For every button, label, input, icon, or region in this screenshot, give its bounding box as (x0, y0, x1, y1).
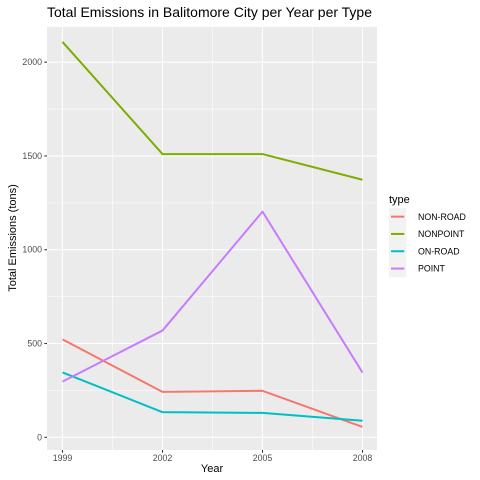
major-gridlines (47, 27, 377, 450)
x-axis-title: Year (201, 463, 224, 475)
legend: type NON-ROAD NONPOINT ON-ROAD POINT (389, 194, 466, 278)
series-line-point (62, 210, 364, 383)
x-axis: 1999 2002 2005 2008 (53, 450, 373, 463)
plot-panel (47, 27, 377, 450)
x-tick-label: 2008 (353, 453, 373, 463)
legend-label-point: POINT (418, 264, 446, 274)
chart-title: Total Emissions in Balitomore City per Y… (47, 4, 372, 20)
y-axis: 0 500 1000 1500 2000 (22, 57, 47, 442)
minor-gridlines (47, 27, 377, 450)
x-tick-label: 2002 (153, 453, 173, 463)
legend-label-non-road: NON-ROAD (418, 212, 466, 222)
series-line-on-road (62, 371, 363, 422)
y-tick-label: 2000 (22, 57, 42, 67)
legend-title: type (389, 194, 410, 206)
x-tick-label: 2005 (253, 453, 273, 463)
series-line-non-road (62, 338, 363, 428)
y-tick-label: 0 (37, 432, 42, 442)
series-line-nonpoint (61, 41, 363, 181)
x-tick-label: 1999 (53, 453, 73, 463)
legend-label-on-road: ON-ROAD (418, 246, 460, 256)
y-axis-title: Total Emissions (tons) (7, 184, 19, 292)
y-tick-label: 1000 (22, 245, 42, 255)
y-tick-label: 1500 (22, 151, 42, 161)
series-lines (61, 41, 364, 428)
y-tick-label: 500 (27, 339, 42, 349)
legend-label-nonpoint: NONPOINT (418, 229, 465, 239)
